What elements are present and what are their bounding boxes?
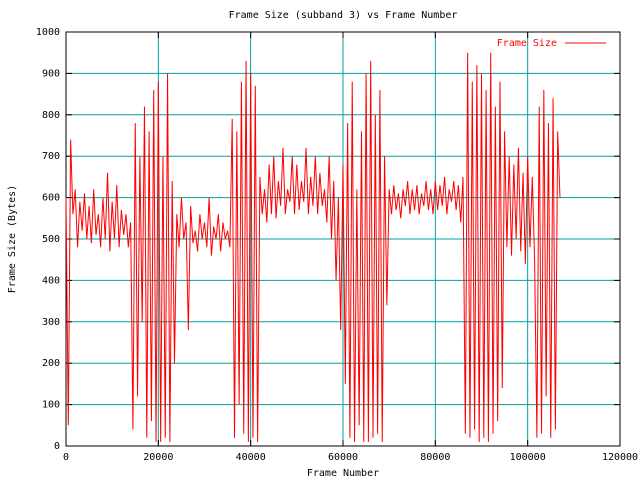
legend-label: Frame Size <box>497 38 557 49</box>
y-tick-label: 900 <box>42 68 60 79</box>
y-tick-label: 800 <box>42 110 60 121</box>
y-tick-label: 0 <box>54 441 60 452</box>
y-tick-label: 100 <box>42 400 60 411</box>
x-axis-label: Frame Number <box>307 468 379 479</box>
y-tick-label: 500 <box>42 234 60 245</box>
y-tick-label: 1000 <box>36 27 60 38</box>
line-series <box>65 52 561 442</box>
x-tick-label: 0 <box>63 452 69 463</box>
x-tick-label: 100000 <box>510 452 546 463</box>
x-tick-label: 80000 <box>420 452 450 463</box>
y-tick-label: 400 <box>42 275 60 286</box>
x-tick-label: 40000 <box>236 452 266 463</box>
y-tick-label: 600 <box>42 193 60 204</box>
x-tick-label: 60000 <box>328 452 358 463</box>
x-tick-label: 20000 <box>143 452 173 463</box>
y-tick-label: 200 <box>42 358 60 369</box>
y-tick-label: 300 <box>42 317 60 328</box>
chart-title: Frame Size (subband 3) vs Frame Number <box>229 10 458 21</box>
x-tick-label: 120000 <box>602 452 638 463</box>
y-tick-label: 700 <box>42 151 60 162</box>
y-axis-label: Frame Size (Bytes) <box>7 185 18 293</box>
